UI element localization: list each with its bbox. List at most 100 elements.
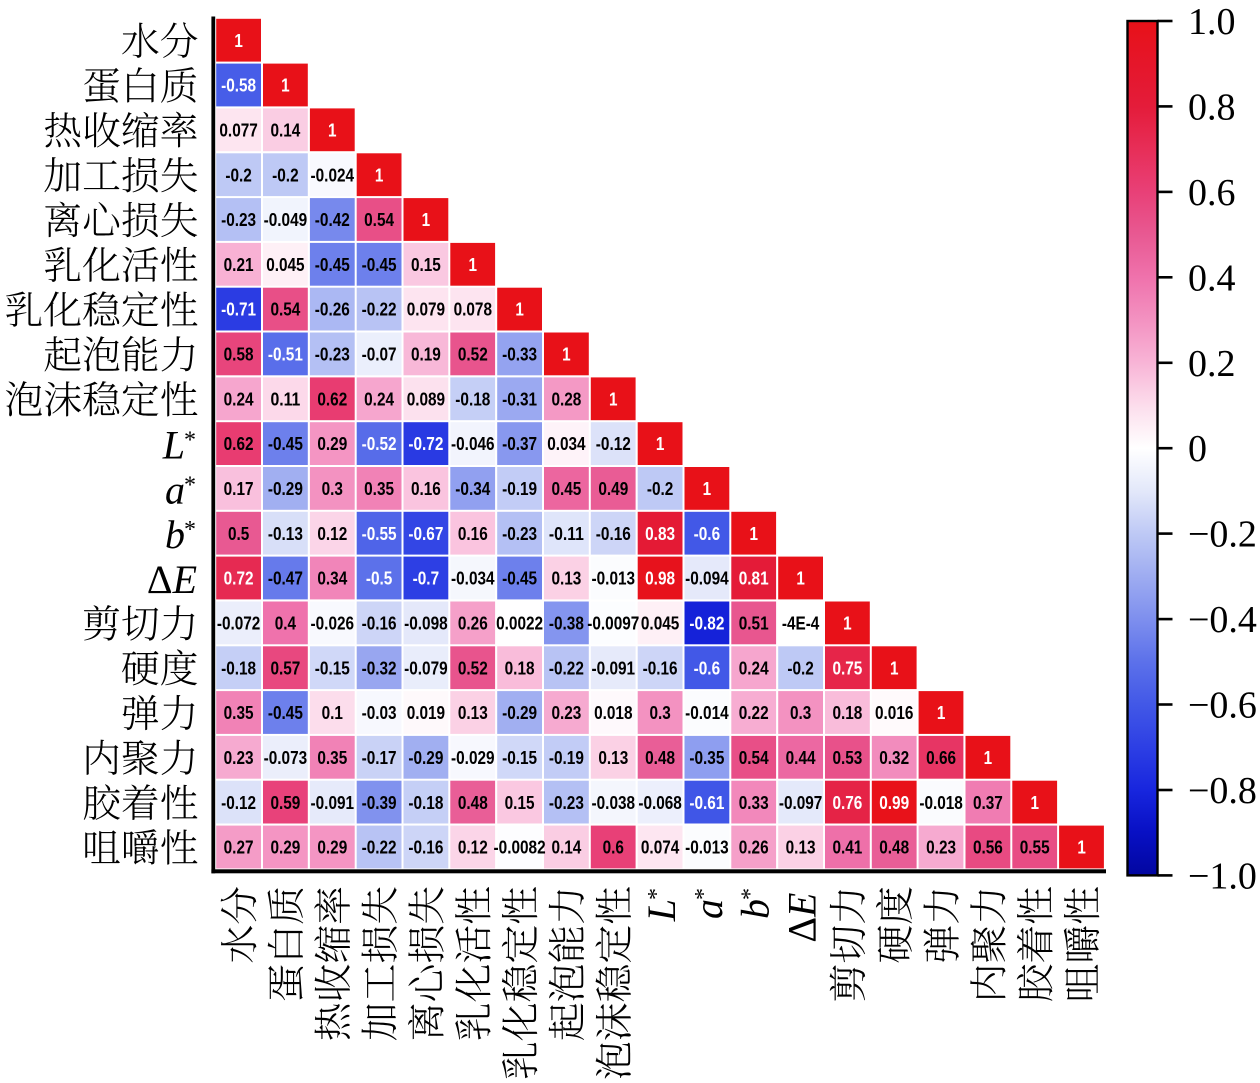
- svg-text:-0.23: -0.23: [549, 792, 584, 813]
- svg-text:1: 1: [469, 254, 478, 275]
- svg-text:1: 1: [562, 344, 571, 365]
- svg-text:-0.03: -0.03: [362, 702, 397, 723]
- svg-text:0.23: 0.23: [551, 702, 581, 723]
- svg-text:b: b: [733, 899, 778, 919]
- svg-text:0.12: 0.12: [458, 837, 488, 858]
- svg-text:0.99: 0.99: [879, 792, 909, 813]
- svg-text:-0.046: -0.046: [451, 433, 495, 454]
- svg-text:*: *: [644, 888, 670, 900]
- svg-text:-0.068: -0.068: [638, 792, 682, 813]
- svg-text:0.14: 0.14: [551, 837, 581, 858]
- svg-text:0.4: 0.4: [275, 613, 297, 634]
- svg-text:0.26: 0.26: [739, 837, 769, 858]
- svg-text:0.13: 0.13: [598, 747, 628, 768]
- svg-text:-0.82: -0.82: [689, 613, 724, 634]
- svg-text:-0.45: -0.45: [268, 433, 303, 454]
- svg-text:-0.22: -0.22: [362, 299, 397, 320]
- svg-text:0.76: 0.76: [832, 792, 862, 813]
- svg-text:-0.61: -0.61: [689, 792, 724, 813]
- svg-text:0.35: 0.35: [317, 747, 347, 768]
- svg-text:ΔE: ΔE: [780, 893, 825, 943]
- svg-text:-0.45: -0.45: [315, 254, 350, 275]
- svg-text:0.49: 0.49: [598, 478, 628, 499]
- svg-text:-0.45: -0.45: [268, 702, 303, 723]
- svg-text:1: 1: [328, 119, 337, 140]
- svg-text:-0.47: -0.47: [268, 568, 303, 589]
- svg-text:-0.71: -0.71: [221, 299, 256, 320]
- svg-text:ΔE: ΔE: [147, 557, 197, 602]
- svg-text:0.33: 0.33: [739, 792, 769, 813]
- svg-text:0.59: 0.59: [270, 792, 300, 813]
- svg-text:−0.8: −0.8: [1188, 770, 1257, 812]
- svg-text:-0.18: -0.18: [221, 657, 256, 678]
- svg-text:0.54: 0.54: [270, 299, 300, 320]
- svg-text:1: 1: [749, 523, 758, 544]
- svg-text:b: b: [165, 512, 185, 557]
- svg-text:0.23: 0.23: [926, 837, 956, 858]
- svg-text:−0.6: −0.6: [1188, 685, 1257, 727]
- svg-text:0.54: 0.54: [364, 209, 394, 230]
- svg-text:-0.6: -0.6: [694, 523, 721, 544]
- svg-text:0.079: 0.079: [407, 299, 445, 320]
- svg-text:0.2: 0.2: [1188, 343, 1236, 385]
- svg-text:-0.23: -0.23: [315, 344, 350, 365]
- svg-text:1: 1: [796, 568, 805, 589]
- svg-text:-0.67: -0.67: [408, 523, 443, 544]
- svg-text:0.17: 0.17: [224, 478, 254, 499]
- svg-text:0.15: 0.15: [411, 254, 441, 275]
- svg-text:*: *: [184, 472, 196, 498]
- svg-text:-0.31: -0.31: [502, 388, 537, 409]
- svg-text:0.13: 0.13: [551, 568, 581, 589]
- svg-text:-0.2: -0.2: [225, 164, 252, 185]
- svg-text:0.27: 0.27: [224, 837, 254, 858]
- svg-text:0.56: 0.56: [973, 837, 1003, 858]
- svg-text:1: 1: [703, 478, 712, 499]
- svg-text:*: *: [184, 428, 196, 454]
- svg-text:0.24: 0.24: [224, 388, 254, 409]
- svg-text:L: L: [639, 899, 684, 922]
- svg-text:1: 1: [890, 657, 899, 678]
- svg-text:0.62: 0.62: [317, 388, 347, 409]
- svg-text:0.14: 0.14: [270, 119, 300, 140]
- svg-text:-0.19: -0.19: [549, 747, 584, 768]
- svg-text:a: a: [686, 899, 731, 919]
- svg-text:0.16: 0.16: [411, 478, 441, 499]
- svg-text:-0.072: -0.072: [217, 613, 261, 634]
- svg-text:0.45: 0.45: [551, 478, 581, 499]
- svg-text:0.018: 0.018: [594, 702, 632, 723]
- svg-text:0.44: 0.44: [786, 747, 816, 768]
- svg-text:1: 1: [281, 75, 290, 96]
- svg-text:0.034: 0.034: [547, 433, 586, 454]
- svg-text:-0.18: -0.18: [408, 792, 443, 813]
- svg-text:-0.51: -0.51: [268, 344, 303, 365]
- svg-text:−0.4: −0.4: [1188, 599, 1257, 641]
- svg-text:0.55: 0.55: [1020, 837, 1050, 858]
- svg-text:-0.35: -0.35: [689, 747, 724, 768]
- svg-text:0.54: 0.54: [739, 747, 769, 768]
- svg-text:0.83: 0.83: [645, 523, 675, 544]
- svg-text:-0.091: -0.091: [592, 657, 636, 678]
- svg-text:0.53: 0.53: [832, 747, 862, 768]
- svg-text:0.3: 0.3: [649, 702, 670, 723]
- svg-text:1: 1: [984, 747, 993, 768]
- svg-text:0.29: 0.29: [270, 837, 300, 858]
- svg-text:-0.22: -0.22: [549, 657, 584, 678]
- svg-text:0.75: 0.75: [832, 657, 862, 678]
- svg-text:0.62: 0.62: [224, 433, 254, 454]
- svg-text:-0.2: -0.2: [272, 164, 299, 185]
- svg-text:-0.024: -0.024: [311, 164, 355, 185]
- svg-text:0.72: 0.72: [224, 568, 254, 589]
- svg-text:-0.38: -0.38: [549, 613, 584, 634]
- svg-text:-0.018: -0.018: [919, 792, 963, 813]
- svg-text:1: 1: [1077, 837, 1086, 858]
- svg-text:-0.55: -0.55: [362, 523, 397, 544]
- svg-text:0.089: 0.089: [407, 388, 445, 409]
- svg-text:1: 1: [937, 702, 946, 723]
- svg-text:-0.2: -0.2: [647, 478, 674, 499]
- svg-text:-0.45: -0.45: [502, 568, 537, 589]
- svg-text:0.22: 0.22: [739, 702, 769, 723]
- svg-text:0.81: 0.81: [739, 568, 769, 589]
- svg-text:-0.12: -0.12: [596, 433, 631, 454]
- svg-text:-0.23: -0.23: [502, 523, 537, 544]
- svg-text:−0.2: −0.2: [1188, 514, 1257, 556]
